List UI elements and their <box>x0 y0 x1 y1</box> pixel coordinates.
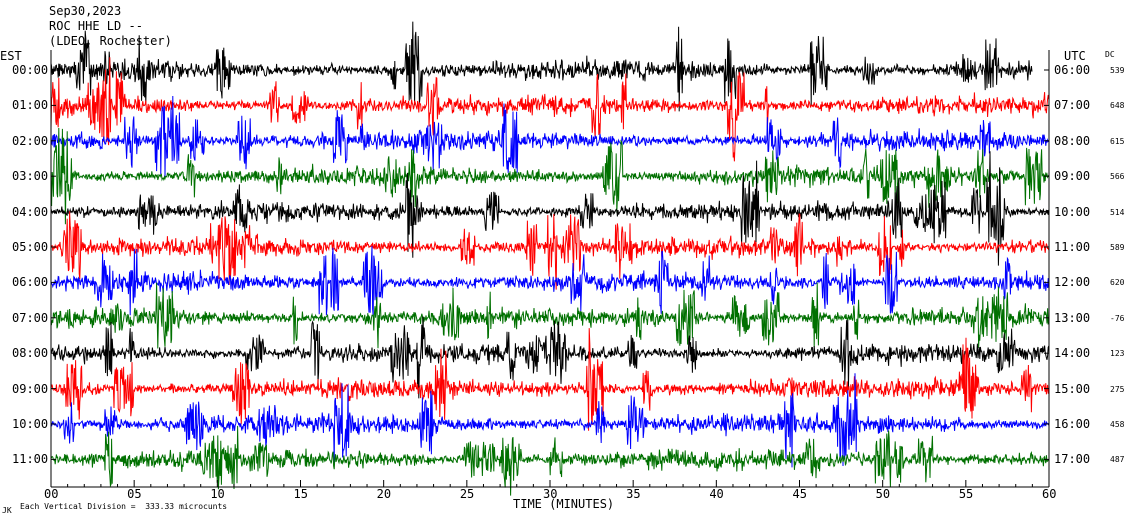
header-station: ROC HHE LD -- <box>49 19 143 33</box>
est-tick-label: 10:00 <box>12 417 49 431</box>
dc-value-label: 539 <box>1110 66 1125 75</box>
seismic-trace <box>50 211 1050 290</box>
seismic-trace <box>50 95 1049 178</box>
est-tick-label: 09:00 <box>12 381 49 396</box>
corner-mark: JK <box>2 506 12 515</box>
utc-tick-label: 17:00 <box>1054 452 1091 467</box>
seismic-trace <box>50 328 1050 431</box>
x-tick-label: 05 <box>127 487 142 501</box>
scale-note: Each Vertical Division = 333.33 microcun… <box>20 502 228 511</box>
utc-tick-label: 15:00 <box>1054 381 1091 396</box>
est-axis-label: EST <box>0 49 22 63</box>
header-network: (LDEO, Rochester) <box>49 34 172 48</box>
seismic-trace <box>50 373 1050 468</box>
est-tick-label: 08:00 <box>12 346 49 361</box>
x-tick-label: 30 <box>543 487 558 501</box>
dc-column-label: DC <box>1105 50 1115 59</box>
dc-value-label: 620 <box>1110 278 1125 288</box>
utc-tick-label: 09:00 <box>1054 169 1091 184</box>
dc-value-label: -76 <box>1110 313 1125 323</box>
x-tick-label: 50 <box>875 487 891 501</box>
utc-tick-label: 12:00 <box>1054 275 1091 290</box>
est-tick-label: 03:00 <box>12 169 49 184</box>
header-date: Sep30,2023 <box>49 4 122 18</box>
seismic-trace <box>50 127 1050 225</box>
utc-tick-label: 10:00 <box>1054 204 1091 219</box>
dc-value-label: 123 <box>1110 349 1125 359</box>
seismic-trace <box>50 282 1050 349</box>
x-tick-label: 45 <box>792 487 807 501</box>
est-tick-label: 11:00 <box>12 452 49 467</box>
x-tick-label: 40 <box>709 487 724 501</box>
x-tick-label: 35 <box>626 487 641 501</box>
seismic-trace <box>50 316 1050 399</box>
dc-value-label: 589 <box>1110 243 1125 252</box>
dc-value-label: 487 <box>1110 455 1125 465</box>
utc-tick-label: 11:00 <box>1054 240 1091 254</box>
seismic-trace <box>50 21 1033 112</box>
x-axis-label: TIME (MINUTES) <box>513 497 615 511</box>
est-tick-label: 01:00 <box>12 98 49 113</box>
est-tick-label: 06:00 <box>12 275 49 290</box>
est-tick-label: 04:00 <box>12 204 49 219</box>
x-tick-label: 20 <box>376 487 392 501</box>
utc-tick-label: 07:00 <box>1054 98 1091 113</box>
x-tick-label: 10 <box>210 487 225 501</box>
seismic-trace <box>50 425 1050 496</box>
seismic-trace <box>50 151 1050 266</box>
est-tick-label: 07:00 <box>12 310 49 325</box>
est-tick-label: 05:00 <box>12 240 49 254</box>
utc-tick-label: 08:00 <box>1054 133 1091 148</box>
utc-tick-label: 13:00 <box>1054 310 1091 325</box>
dc-value-label: 648 <box>1110 101 1125 111</box>
x-tick-label: 55 <box>958 487 974 501</box>
seismic-trace <box>50 245 1050 317</box>
dc-value-label: 566 <box>1110 172 1125 182</box>
est-tick-label: 00:00 <box>12 63 49 77</box>
est-tick-label: 02:00 <box>12 133 49 148</box>
x-tick-label: 15 <box>293 487 308 501</box>
utc-tick-label: 06:00 <box>1054 63 1091 77</box>
dc-value-label: 458 <box>1110 420 1125 429</box>
seismic-trace <box>50 57 1050 162</box>
utc-tick-label: 16:00 <box>1054 417 1091 431</box>
utc-tick-label: 14:00 <box>1054 346 1091 361</box>
x-tick-label: 25 <box>459 487 475 501</box>
utc-axis-label: UTC <box>1064 49 1086 63</box>
x-tick-label: 60 <box>1042 487 1057 501</box>
x-tick-label: 00 <box>44 487 59 501</box>
dc-value-label: 615 <box>1110 136 1125 146</box>
dc-value-label: 275 <box>1110 384 1125 394</box>
dc-value-label: 514 <box>1110 207 1125 217</box>
